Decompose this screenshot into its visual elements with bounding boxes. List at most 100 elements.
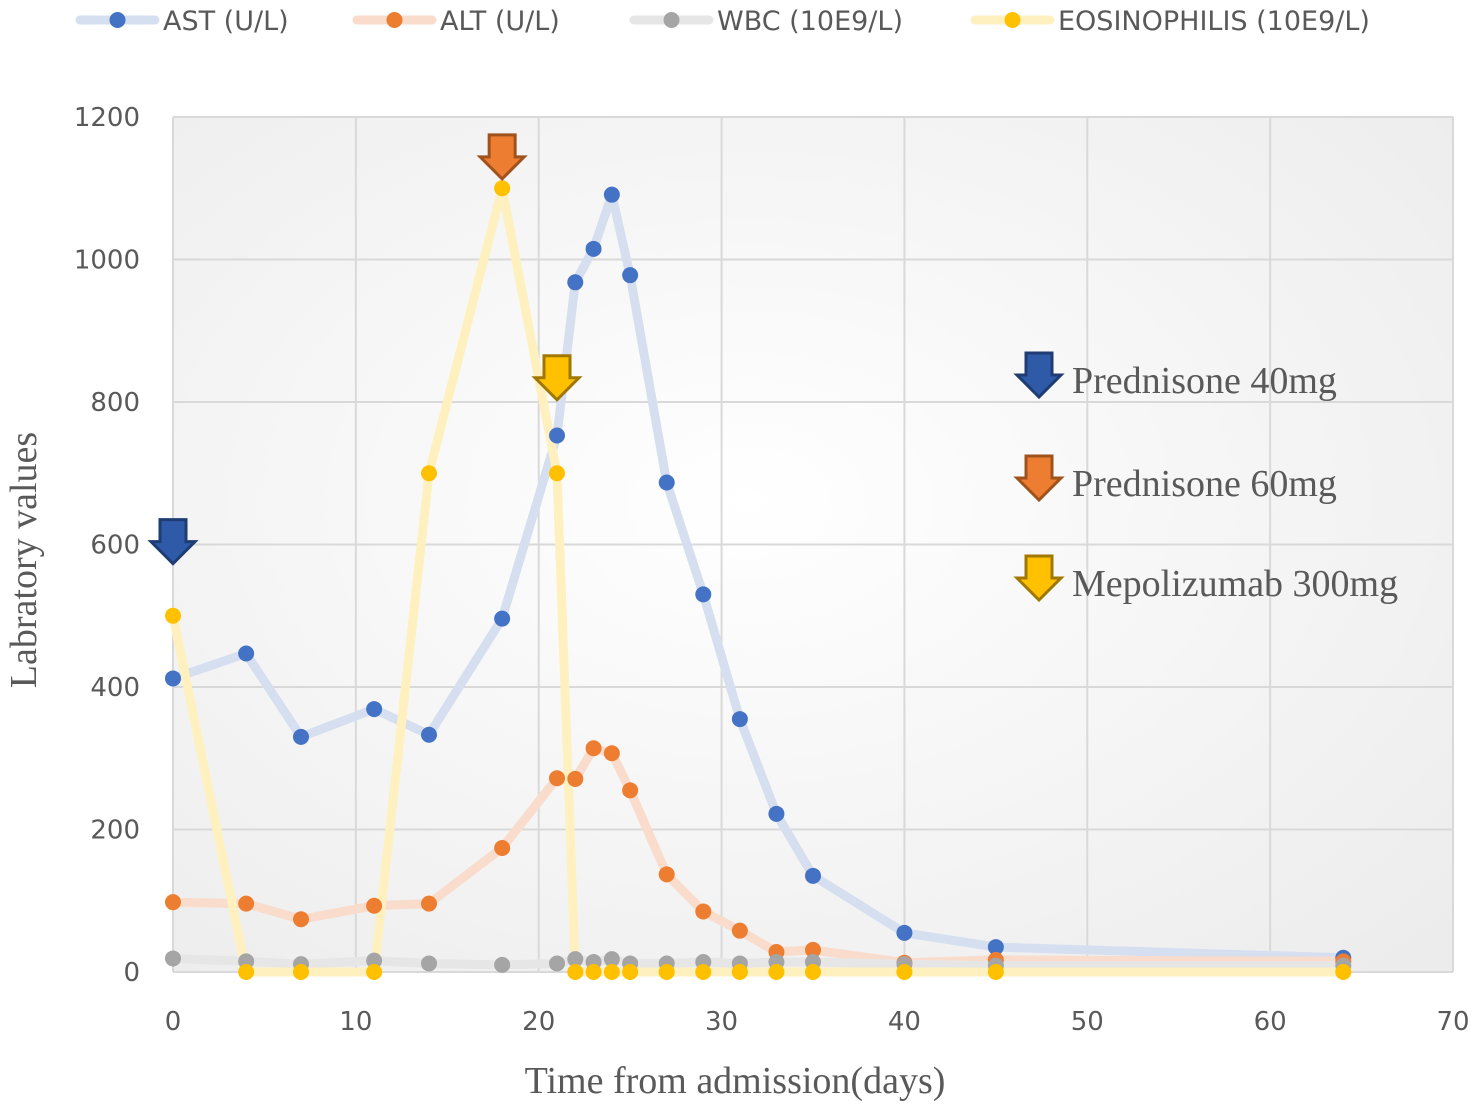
- down-arrow-icon: [531, 354, 583, 402]
- series-points: [165, 180, 1352, 980]
- data-point-eosinophilis-10e9-l: [165, 607, 181, 624]
- data-point-eosinophilis-10e9-l: [494, 180, 511, 197]
- y-tick-label: 800: [90, 388, 140, 418]
- data-point-ast-u-l: [768, 805, 785, 822]
- data-point-eosinophilis-10e9-l: [768, 964, 785, 980]
- data-point-alt-u-l: [603, 745, 620, 762]
- annotation-key: Prednisone 40mg Prednisone 60mg Mepolizuma…: [1013, 351, 1398, 605]
- data-point-wbc-10e9-l: [165, 950, 181, 967]
- data-point-alt-u-l: [658, 866, 675, 883]
- data-point-ast-u-l: [987, 939, 1004, 956]
- data-point-ast-u-l: [658, 474, 675, 491]
- data-point-ast-u-l: [366, 701, 383, 718]
- data-point-ast-u-l: [549, 427, 565, 444]
- x-tick-label: 20: [522, 1007, 555, 1037]
- key-label: Prednisone 60mg: [1072, 463, 1337, 505]
- data-point-alt-u-l: [421, 895, 437, 912]
- y-tick-label: 0: [123, 958, 140, 988]
- data-point-eosinophilis-10e9-l: [585, 964, 602, 980]
- x-tick-label: 70: [1436, 1007, 1469, 1037]
- y-tick-label: 400: [90, 673, 140, 703]
- data-point-eosinophilis-10e9-l: [293, 964, 309, 980]
- data-point-eosinophilis-10e9-l: [658, 964, 675, 980]
- data-point-eosinophilis-10e9-l: [603, 964, 620, 980]
- y-tick-label: 600: [90, 531, 140, 561]
- data-point-eosinophilis-10e9-l: [731, 964, 748, 980]
- data-point-ast-u-l: [567, 274, 584, 291]
- data-point-ast-u-l: [731, 711, 748, 728]
- data-point-alt-u-l: [585, 740, 602, 757]
- data-point-eosinophilis-10e9-l: [987, 964, 1004, 980]
- data-point-ast-u-l: [603, 186, 620, 203]
- x-tick-label: 60: [1254, 1007, 1287, 1037]
- data-point-ast-u-l: [805, 867, 821, 884]
- x-tick-label: 0: [165, 1007, 182, 1037]
- data-point-eosinophilis-10e9-l: [622, 964, 639, 980]
- key-arrow-icon: [1013, 454, 1065, 503]
- key-label: Prednisone 40mg: [1072, 360, 1337, 402]
- data-point-eosinophilis-10e9-l: [366, 964, 383, 980]
- data-point-eosinophilis-10e9-l: [896, 964, 913, 980]
- legend-marker: [663, 12, 680, 28]
- legend-marker: [386, 12, 403, 28]
- data-point-eosinophilis-10e9-l: [238, 964, 255, 980]
- data-point-ast-u-l: [695, 586, 712, 603]
- data-point-alt-u-l: [238, 895, 255, 912]
- data-point-ast-u-l: [421, 726, 437, 743]
- data-point-eosinophilis-10e9-l: [695, 964, 712, 980]
- data-point-alt-u-l: [805, 941, 821, 958]
- gridlines: [172, 116, 1454, 973]
- down-arrow-icon: [147, 518, 199, 566]
- data-point-wbc-10e9-l: [421, 955, 437, 972]
- x-tick-label: 30: [705, 1007, 738, 1037]
- legend: AST (U/L) ALT (U/L) WBC (10E9/L) EOSINOPHIL…: [75, 6, 1370, 37]
- annotation-markers: [147, 133, 583, 566]
- data-point-alt-u-l: [731, 922, 748, 939]
- x-tick-label: 10: [339, 1007, 372, 1037]
- x-axis-title: Time from admission(days): [525, 1060, 946, 1102]
- data-point-eosinophilis-10e9-l: [1335, 964, 1352, 980]
- y-axis-title: Labratory values: [3, 432, 45, 688]
- legend-marker: [1004, 12, 1021, 28]
- data-point-wbc-10e9-l: [567, 951, 584, 968]
- y-tick-label: 1000: [74, 246, 140, 276]
- data-point-alt-u-l: [567, 770, 584, 787]
- data-point-wbc-10e9-l: [603, 951, 620, 968]
- y-tick-label: 200: [90, 816, 140, 846]
- data-point-wbc-10e9-l: [549, 955, 565, 972]
- data-point-ast-u-l: [896, 924, 913, 941]
- data-point-ast-u-l: [494, 610, 511, 627]
- data-point-eosinophilis-10e9-l: [567, 964, 584, 980]
- key-label: Mepolizumab 300mg: [1072, 563, 1398, 605]
- key-arrow-icon: [1013, 351, 1065, 400]
- data-point-alt-u-l: [695, 903, 712, 920]
- data-point-alt-u-l: [549, 770, 565, 787]
- x-tick-label: 40: [888, 1007, 921, 1037]
- data-point-ast-u-l: [238, 645, 255, 662]
- data-point-alt-u-l: [622, 782, 639, 799]
- data-point-eosinophilis-10e9-l: [805, 964, 821, 980]
- data-point-ast-u-l: [293, 728, 309, 745]
- legend-label: AST (U/L): [163, 6, 289, 37]
- key-arrow-icon: [1013, 554, 1065, 603]
- data-point-wbc-10e9-l: [366, 952, 383, 969]
- data-point-alt-u-l: [165, 894, 181, 911]
- x-tick-label: 50: [1071, 1007, 1104, 1037]
- y-tick-label: 1200: [74, 103, 140, 133]
- legend-label: EOSINOPHILIS (10E9/L): [1058, 6, 1370, 37]
- data-point-ast-u-l: [165, 670, 181, 687]
- data-point-eosinophilis-10e9-l: [549, 465, 565, 482]
- tick-labels: 0 200 400 600 800 1000 1200 0 10 20 30 40 50 60 70: [74, 103, 1470, 1037]
- data-point-alt-u-l: [293, 911, 309, 928]
- legend-label: ALT (U/L): [440, 6, 560, 37]
- data-point-ast-u-l: [622, 267, 639, 284]
- data-point-ast-u-l: [585, 240, 602, 257]
- data-point-eosinophilis-10e9-l: [421, 465, 437, 482]
- data-point-alt-u-l: [494, 840, 511, 857]
- legend-marker: [109, 12, 126, 28]
- legend-label: WBC (10E9/L): [717, 6, 903, 37]
- data-point-wbc-10e9-l: [494, 956, 511, 973]
- data-point-alt-u-l: [366, 897, 383, 914]
- down-arrow-icon: [476, 133, 528, 181]
